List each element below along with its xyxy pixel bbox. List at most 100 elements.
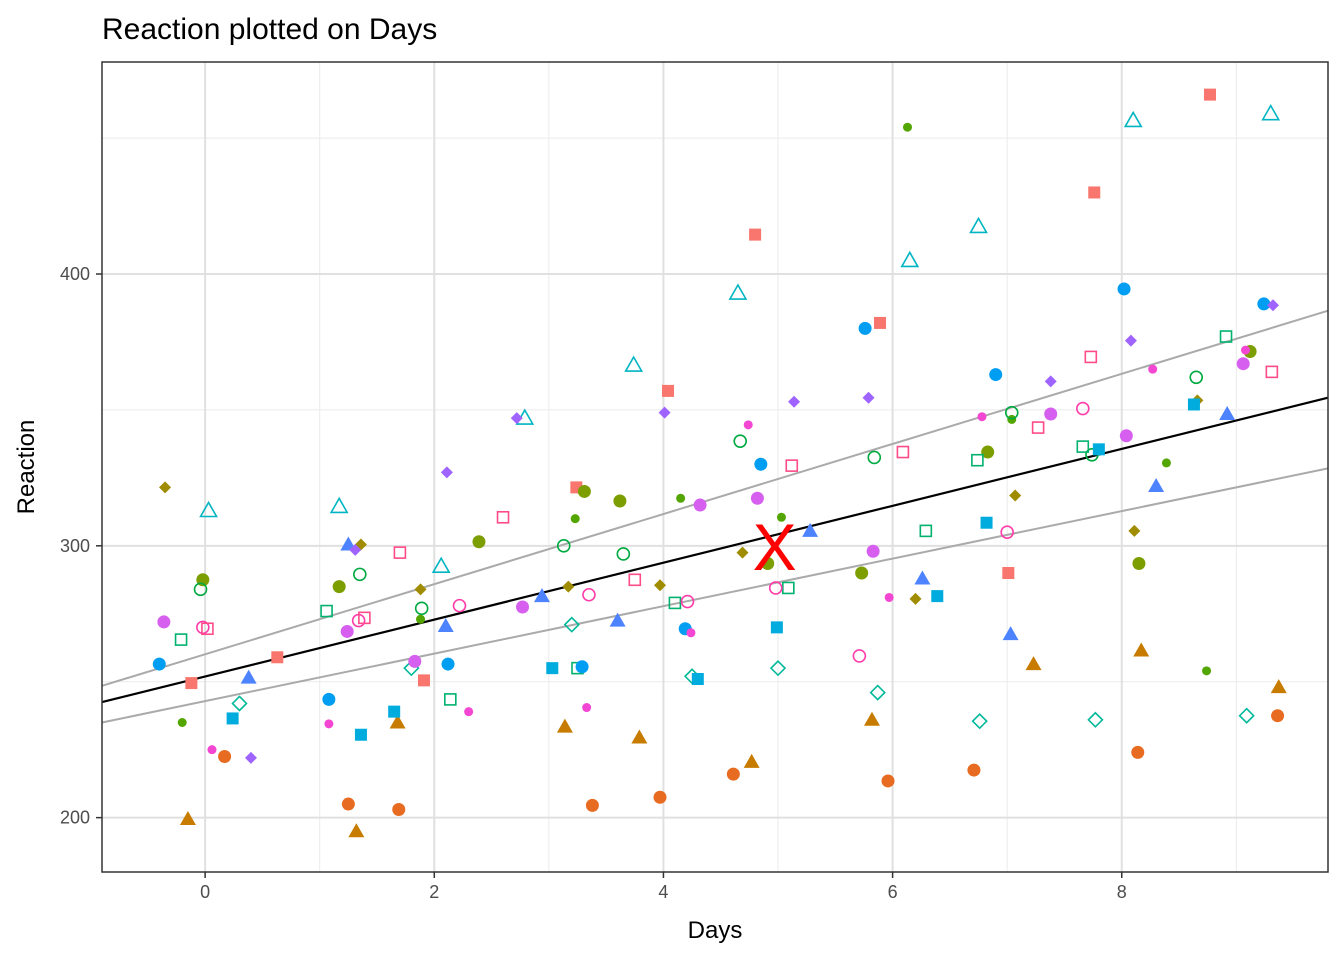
- data-point: [201, 622, 214, 636]
- data-point: [437, 618, 454, 633]
- data-point: [1002, 626, 1019, 641]
- data-point: [1044, 407, 1058, 421]
- data-point: [185, 677, 198, 690]
- data-point: [332, 580, 346, 594]
- data-point: [785, 459, 799, 472]
- data-point: [863, 711, 880, 726]
- data-point: [199, 500, 218, 518]
- data-point: [354, 728, 367, 741]
- data-point: [341, 797, 355, 811]
- data-point: [761, 556, 775, 570]
- data-point: [392, 802, 406, 816]
- data-point: [329, 496, 349, 514]
- data-point: [1265, 365, 1279, 379]
- data-point: [1257, 297, 1271, 311]
- data-point: [802, 522, 819, 537]
- data-point: [662, 384, 675, 397]
- data-point: [240, 669, 257, 684]
- data-point: [1131, 745, 1145, 759]
- data-point: [967, 763, 981, 777]
- data-point: [226, 712, 239, 725]
- data-point: [919, 524, 933, 538]
- data-point: [1092, 443, 1105, 456]
- data-point: [324, 719, 334, 729]
- data-point: [869, 684, 886, 701]
- data-point: [969, 216, 988, 234]
- data-point: [441, 657, 455, 671]
- data-point: [1267, 299, 1280, 312]
- data-point: [1088, 186, 1101, 199]
- data-point: [1241, 345, 1251, 355]
- data-point: [562, 580, 575, 593]
- data-point: [1261, 104, 1281, 121]
- y-axis-ticks: 200 300 400: [60, 264, 102, 828]
- data-point: [1219, 405, 1236, 420]
- data-point: [680, 594, 695, 609]
- data-point: [393, 546, 407, 559]
- data-point: [1271, 709, 1285, 723]
- data-point: [577, 484, 591, 498]
- data-point: [388, 705, 401, 718]
- data-point: [1148, 478, 1165, 493]
- data-point: [1076, 401, 1090, 416]
- data-point: [902, 122, 912, 132]
- data-point: [971, 713, 988, 730]
- y-tick-label: 300: [60, 536, 90, 556]
- data-point: [556, 539, 571, 553]
- data-point: [452, 598, 467, 613]
- data-point: [340, 624, 354, 638]
- data-point: [1087, 711, 1104, 728]
- data-point: [174, 633, 188, 646]
- data-point: [873, 316, 886, 329]
- data-point: [862, 391, 875, 404]
- data-point: [464, 707, 474, 717]
- data-point: [1084, 350, 1098, 364]
- data-point: [768, 581, 783, 595]
- data-point: [1000, 525, 1014, 540]
- data-point: [348, 823, 365, 838]
- data-point: [320, 604, 333, 618]
- data-point: [271, 651, 284, 664]
- data-point: [881, 774, 895, 788]
- data-point: [609, 612, 626, 627]
- data-point: [624, 355, 644, 372]
- data-point: [244, 751, 257, 764]
- data-point: [989, 368, 1003, 382]
- data-point: [733, 434, 748, 448]
- data-point: [1119, 429, 1133, 443]
- data-point: [414, 583, 427, 596]
- data-point: [980, 516, 993, 529]
- fit-lines: [101, 309, 1329, 724]
- data-point: [157, 615, 171, 629]
- data-point: [349, 543, 362, 556]
- data-point: [414, 601, 429, 616]
- x-tick-label: 0: [200, 882, 210, 902]
- data-point: [613, 494, 627, 508]
- data-point: [750, 491, 764, 505]
- data-point: [582, 703, 592, 713]
- data-point: [754, 457, 768, 471]
- data-point: [1133, 642, 1150, 657]
- data-point: [1189, 370, 1204, 385]
- data-point: [585, 798, 599, 812]
- data-point: [749, 228, 762, 241]
- data-point: [788, 395, 801, 408]
- x-tick-label: 8: [1117, 882, 1127, 902]
- data-point: [496, 510, 510, 524]
- data-point: [977, 412, 987, 422]
- data-point: [1202, 666, 1212, 676]
- data-point: [858, 321, 872, 335]
- data-point: [616, 547, 631, 561]
- lower-band-line: [101, 467, 1329, 724]
- data-point: [218, 749, 232, 763]
- data-point: [654, 579, 667, 592]
- data-point: [884, 592, 894, 602]
- data-point: [867, 450, 882, 465]
- data-point: [676, 493, 686, 503]
- data-point: [668, 596, 682, 610]
- data-point: [472, 535, 486, 549]
- data-point: [736, 546, 749, 559]
- data-point: [1148, 364, 1158, 374]
- plot-panel-background: [102, 62, 1328, 872]
